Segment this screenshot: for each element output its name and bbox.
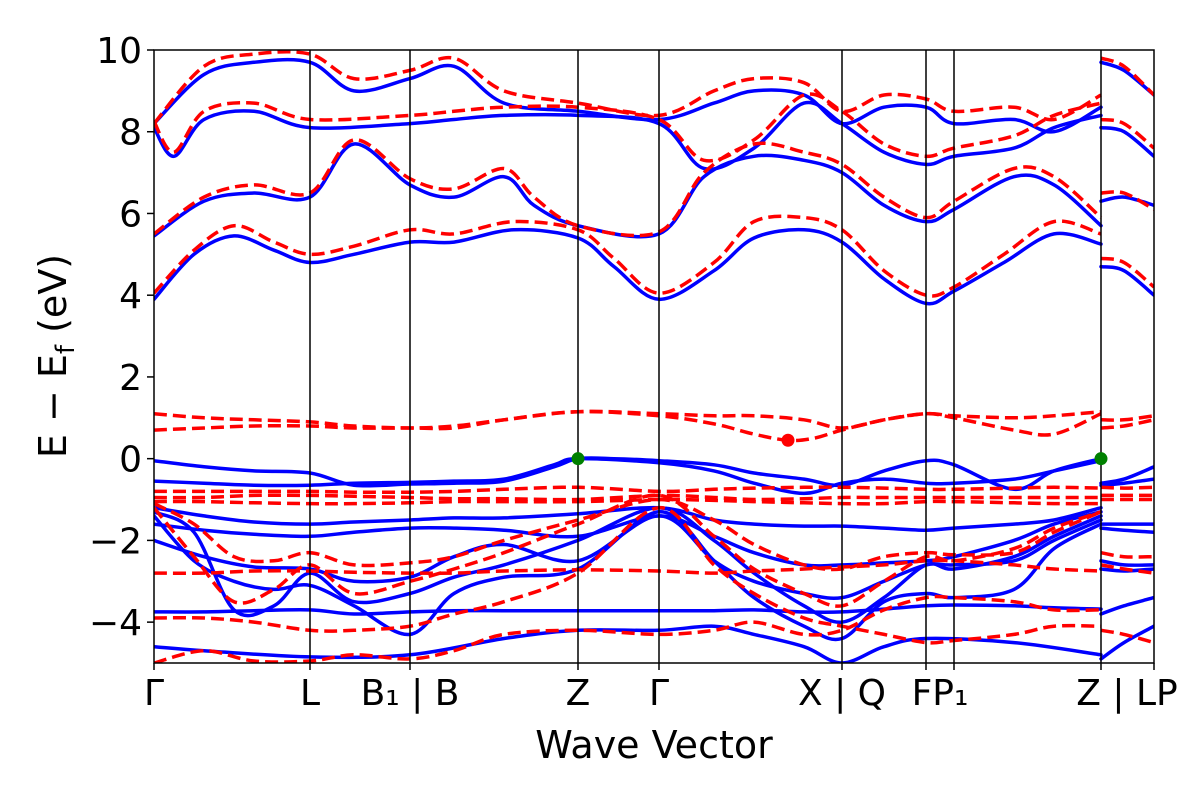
x-tick-label-7: Z | LP	[1076, 673, 1177, 714]
solid-band-line-1-11	[1099, 624, 1154, 661]
solid-band-line-1-0	[1099, 264, 1154, 297]
extremum-marker-1	[1094, 452, 1108, 466]
dashed-band-line-2-11	[154, 493, 1102, 608]
solid-band-line-0-0	[154, 227, 1103, 306]
solid-band-line-1-8	[1099, 559, 1154, 567]
solid-band-line-0-3	[154, 57, 1103, 134]
x-tick-label-4: Γ	[649, 673, 669, 714]
y-tick-label-6: 8	[119, 113, 142, 154]
dashed-band-line-3-4	[1100, 414, 1154, 422]
x-tick-label-0: Γ	[144, 673, 164, 714]
y-tick-label-7: 10	[96, 31, 142, 72]
dashed-band-line-3-3	[1100, 56, 1154, 97]
y-axis-title-unit: (eV)	[31, 254, 75, 345]
x-tick-label-3: Z	[566, 673, 591, 714]
dashed-band-line-3-2	[1100, 117, 1154, 150]
x-axis-title: Wave Vector	[535, 723, 773, 767]
solid-band-line-1-2	[1099, 125, 1154, 159]
solid-band-line-1-3	[1099, 60, 1154, 97]
y-tick-label-5: 6	[119, 194, 142, 235]
dashed-band-line-3-5	[1100, 418, 1154, 430]
dashed-band-line-2-5	[154, 409, 1102, 443]
y-axis-title-main: E − E	[31, 354, 75, 458]
y-axis-title-sub: f	[51, 344, 81, 354]
y-tick-label-2: 0	[119, 440, 142, 481]
dashed-band-line-3-1	[1100, 190, 1154, 211]
x-tick-label-6: FP₁	[912, 673, 969, 714]
solid-band-line-0-1	[154, 142, 1103, 239]
y-tick-label-1: −2	[89, 521, 142, 562]
y-axis-title: E − Ef (eV)	[31, 254, 81, 458]
solid-band-line-1-5	[1099, 477, 1154, 487]
dashed-band-line-3-11	[1100, 628, 1154, 645]
solid-band-line-0-8	[154, 514, 1103, 600]
extremum-marker-2	[781, 433, 795, 447]
dashed-band-line-2-12	[154, 505, 1102, 645]
solid-band-line-1-7	[1099, 526, 1154, 534]
x-tick-label-5: X | Q	[798, 673, 886, 714]
extremum-marker-0	[571, 452, 585, 466]
y-tick-label-4: 4	[119, 276, 142, 317]
dashed-band-line-3-0	[1100, 256, 1154, 289]
y-axis: −4 −2 0 2 4 6 8 10	[89, 31, 154, 644]
solid-band-line-0-2	[154, 100, 1103, 171]
solid-band-line-1-9	[1099, 567, 1154, 573]
solid-band-line-0-10	[154, 603, 1103, 616]
markers-layer	[571, 433, 1108, 466]
solid-band-line-0-6	[154, 505, 1103, 532]
solid-band-line-1-1	[1099, 195, 1154, 208]
solid-band-line-0-11	[154, 510, 1103, 642]
x-tick-label-2: B₁ | B	[361, 673, 460, 714]
dashed-band-line-3-6	[1100, 485, 1154, 490]
dashed-band-line-3-10	[1100, 563, 1154, 575]
dashed-band-line-2-10	[154, 558, 1102, 576]
solid-band-line-1-4	[1099, 465, 1154, 485]
plot-frame	[153, 49, 1155, 664]
dashed-band-line-3-9	[1100, 550, 1154, 559]
dashed-band-line-2-6	[154, 485, 1102, 495]
y-tick-label-0: −4	[89, 603, 142, 644]
dashed-band-line-2-8	[154, 497, 1102, 506]
dashed-band-line-2-2	[154, 92, 1102, 163]
solid-band-line-1-10	[1099, 595, 1154, 616]
x-tick-label-1: L	[300, 673, 320, 714]
bands-layer	[154, 50, 1154, 663]
x-axis: Γ L B₁ | B Z Γ X | Q FP₁ Z | LP	[144, 663, 1178, 714]
kpoint-lines-layer	[309, 50, 1102, 663]
dashed-band-line-2-7	[154, 493, 1101, 502]
solid-band-line-0-7	[154, 510, 1103, 568]
dashed-band-line-2-3	[154, 50, 1102, 125]
dashed-band-line-2-0	[154, 214, 1102, 298]
y-tick-label-3: 2	[119, 358, 142, 399]
